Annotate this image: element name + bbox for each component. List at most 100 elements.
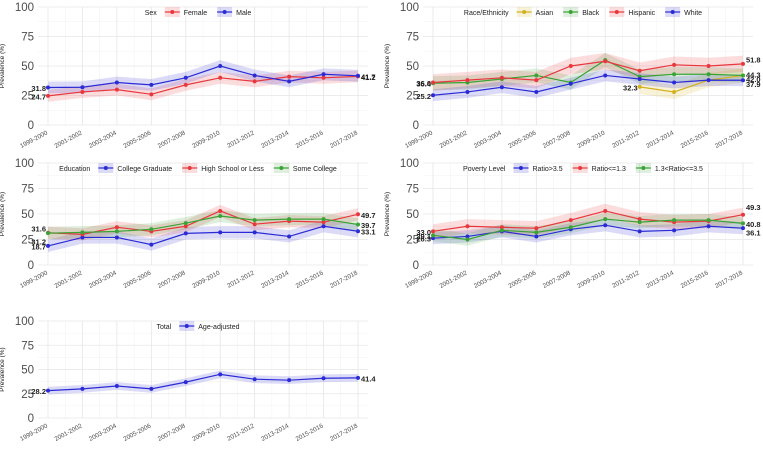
ci-band-age-adjusted bbox=[48, 370, 358, 395]
ci-band-ratio-3-5 bbox=[433, 219, 743, 245]
legend-title: Race/Ethnicity bbox=[464, 10, 509, 17]
x-tick-label: 1999-2000 bbox=[19, 269, 49, 290]
y-tick-label: 25 bbox=[21, 91, 34, 103]
y-tick-label: 0 bbox=[28, 120, 34, 132]
legend-title: Total bbox=[156, 324, 171, 331]
legend: Total Age-adjusted bbox=[156, 321, 240, 331]
data-point bbox=[321, 75, 326, 80]
data-point bbox=[356, 73, 360, 78]
data-point bbox=[637, 217, 642, 222]
legend-key-point bbox=[103, 166, 108, 170]
data-label: 28.2 bbox=[31, 387, 46, 396]
legend: Sex Female Male bbox=[145, 7, 251, 17]
data-point bbox=[534, 78, 539, 83]
x-tick-label: 2017-2018 bbox=[329, 269, 359, 290]
data-label: 25.2 bbox=[416, 92, 431, 101]
y-tick-label: 25 bbox=[406, 91, 419, 103]
legend-title: Sex bbox=[145, 10, 158, 17]
data-label: 42.0 bbox=[746, 75, 761, 84]
data-point bbox=[741, 212, 745, 217]
data-point bbox=[80, 89, 85, 94]
legend-item: White bbox=[665, 7, 702, 17]
data-point bbox=[252, 73, 257, 78]
data-label: 33.1 bbox=[361, 228, 376, 237]
data-point bbox=[80, 230, 85, 235]
data-point bbox=[183, 221, 188, 226]
data-point bbox=[218, 372, 223, 377]
data-point bbox=[46, 85, 50, 90]
y-tick-label: 100 bbox=[15, 158, 34, 170]
legend-item: High School or Less bbox=[182, 163, 264, 173]
y-tick-label: 75 bbox=[21, 340, 34, 352]
data-point bbox=[534, 73, 539, 78]
chart-panel-5: 0 25 50 75 100 Prevalence (%) 1999-2000 2001-20… bbox=[0, 316, 376, 443]
x-tick-label: 2003-2004 bbox=[473, 269, 503, 290]
series-line-ratio-1-3 bbox=[432, 210, 744, 232]
data-point bbox=[252, 377, 257, 382]
data-label: 39.7 bbox=[361, 221, 376, 230]
data-point bbox=[637, 76, 642, 81]
y-axis-title: Prevalence (%) bbox=[0, 44, 6, 88]
data-label: 33.0 bbox=[416, 228, 431, 237]
data-point bbox=[431, 80, 435, 85]
legend-item: Some College bbox=[273, 163, 337, 173]
x-tick-label: 2005-2006 bbox=[507, 269, 537, 290]
x-tick-label: 2013-2014 bbox=[260, 129, 290, 150]
y-tick-label: 100 bbox=[400, 2, 419, 14]
x-tick-label: 2003-2004 bbox=[473, 129, 503, 150]
x-tick-label: 2005-2006 bbox=[122, 269, 152, 290]
series-line-ratio-3-5 bbox=[432, 224, 744, 239]
x-tick-label: 2001-2002 bbox=[53, 269, 83, 290]
data-point bbox=[637, 220, 642, 225]
data-label: 36.1 bbox=[746, 229, 761, 238]
chart-panel-2: 0 25 50 75 100 Prevalence (%) 1999-2000 2001-20… bbox=[384, 2, 761, 150]
legend-item: Hispanic bbox=[609, 7, 656, 17]
legend-key-point bbox=[187, 166, 192, 170]
data-point bbox=[637, 229, 642, 234]
x-tick-label: 1999-2000 bbox=[19, 422, 49, 443]
x-tick-label: 2017-2018 bbox=[329, 129, 359, 150]
y-axis-title: Prevalence (%) bbox=[384, 192, 391, 236]
y-tick-label: 50 bbox=[21, 209, 34, 221]
data-point bbox=[46, 231, 50, 236]
legend-key-point bbox=[170, 10, 175, 14]
y-tick-label: 0 bbox=[28, 260, 34, 272]
legend-item: College Graduate bbox=[98, 163, 172, 173]
data-point bbox=[321, 72, 326, 77]
x-tick-label: 2015-2016 bbox=[680, 269, 710, 290]
x-tick-label: 2003-2004 bbox=[88, 422, 118, 443]
legend-title: Education bbox=[59, 166, 90, 173]
data-point bbox=[218, 230, 223, 235]
legend: Education College Graduate High School or … bbox=[59, 163, 337, 173]
data-point bbox=[499, 75, 504, 80]
y-tick-label: 0 bbox=[28, 413, 34, 425]
ci-band-white bbox=[433, 69, 743, 102]
x-tick-label: 2001-2002 bbox=[53, 422, 83, 443]
data-point bbox=[672, 228, 677, 233]
data-label: 40.8 bbox=[746, 220, 761, 229]
data-point bbox=[80, 85, 85, 90]
data-point bbox=[465, 237, 470, 242]
data-point bbox=[741, 221, 745, 226]
data-label: 51.8 bbox=[746, 55, 761, 64]
y-tick-label: 100 bbox=[15, 316, 34, 328]
x-tick-label: 2009-2010 bbox=[191, 269, 221, 290]
data-point bbox=[465, 234, 470, 239]
data-point bbox=[706, 72, 711, 77]
x-tick-label: 2005-2006 bbox=[507, 129, 537, 150]
data-point bbox=[149, 82, 154, 87]
x-tick-label: 2009-2010 bbox=[576, 269, 606, 290]
data-point bbox=[741, 73, 745, 78]
x-tick-label: 1999-2000 bbox=[404, 129, 434, 150]
data-label: 49.7 bbox=[361, 211, 376, 220]
data-point bbox=[499, 228, 504, 233]
data-point bbox=[321, 220, 326, 225]
data-label: 31.8 bbox=[31, 84, 46, 93]
legend-key-point bbox=[568, 10, 573, 14]
data-point bbox=[321, 376, 326, 381]
legend-label: College Graduate bbox=[117, 166, 172, 173]
data-label: 32.3 bbox=[623, 83, 638, 92]
data-point bbox=[431, 93, 435, 98]
y-tick-label: 25 bbox=[21, 235, 34, 247]
series-line-asian bbox=[639, 74, 744, 93]
